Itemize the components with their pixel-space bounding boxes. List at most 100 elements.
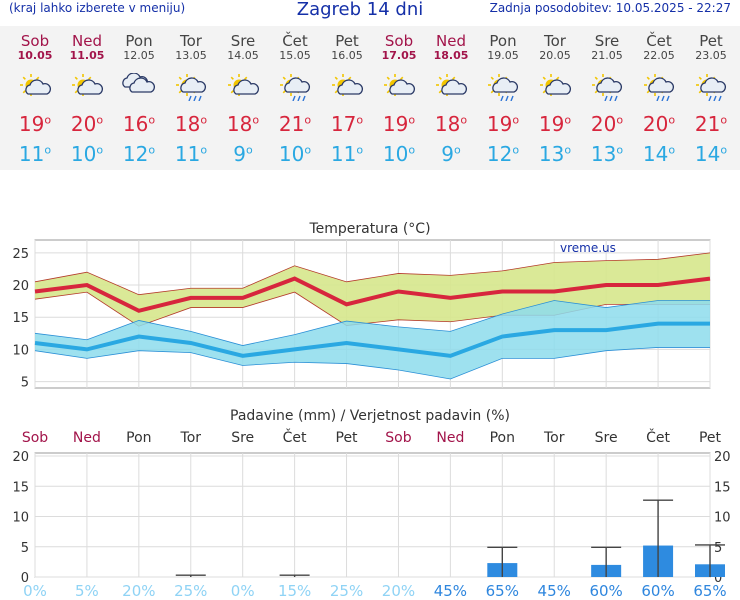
precip-probability: 60% [589,582,622,598]
y-tick-label: 10 [12,343,29,358]
day-column: Sob 17.05 19o 10o [374,26,424,170]
day-name: Čet [282,32,308,50]
sun-cloud-rain-icon [174,73,208,102]
precip-probability: 65% [693,582,726,598]
watermark: vreme.us [560,241,616,255]
max-temp: 19o [486,112,520,136]
day-label: Sob [385,430,411,446]
day-date: 12.05 [123,49,155,62]
min-temp: 10o [70,142,104,166]
daily-forecast-strip: Sob 10.05 19o 11o Ned 11.05 20o 10o Pon 12.05 16o 1… [0,26,740,170]
plot-area [34,452,711,578]
band-lower-edge [34,347,710,380]
min-temp: 14o [694,142,728,166]
min-temp: 12o [486,142,520,166]
day-name: Sre [594,32,620,50]
precip-probability: 25% [330,582,363,598]
day-label: Ned [436,430,464,446]
sun-cloud-icon [18,73,52,101]
day-column: Ned 18.05 18o 9o [426,26,476,170]
sun-cloud-icon [538,73,572,101]
y-tick-label-right: 10 [714,511,731,526]
sun-cloud-icon [70,73,104,101]
last-update: Zadnja posodobitev: 10.05.2025 - 22:27 [489,1,731,15]
y-tick-label: 5 [21,376,29,391]
day-name: Pon [489,32,517,50]
day-date: 10.05 [17,49,53,62]
precip-probability: 65% [486,582,519,598]
day-label: Tor [180,430,202,446]
day-column: Tor 20.05 19o 13o [530,26,580,170]
day-label: Čet [283,428,307,446]
day-name: Pon [125,32,153,50]
min-temp: 11o [174,142,208,166]
day-name: Čet [646,32,672,50]
y-tick-label: 15 [12,480,29,495]
sun-cloud-icon [330,73,364,101]
min-temp: 12o [122,142,156,166]
min-temp: 13o [538,142,572,166]
precipitation-chart: Padavine (mm) / Verjetnost padavin (%) So… [12,408,731,598]
max-temp: 20o [70,112,104,136]
day-label: Sre [231,430,254,446]
chart-title: Temperatura (°C) [308,221,430,237]
day-name: Ned [72,32,102,50]
sun-cloud-rain-icon [486,73,520,102]
day-label: Sob [22,430,48,446]
day-label: Ned [73,430,101,446]
y-tick-label: 25 [12,247,29,262]
y-tick-label: 10 [12,511,29,526]
min-temp: 14o [642,142,676,166]
sun-cloud-icon [434,73,468,101]
y-tick-label-right: 20 [714,450,731,465]
day-column: Pon 12.05 16o 12o [114,26,164,170]
y-tick-label: 20 [12,450,29,465]
day-name: Sob [20,32,50,50]
day-name: Sre [230,32,256,50]
day-date: 21.05 [591,49,623,62]
max-temp: 19o [538,112,572,136]
y-tick-label-right: 5 [714,541,722,556]
day-column: Čet 15.05 21o 10o [270,26,320,170]
location-hint[interactable]: (kraj lahko izberete v meniju) [9,1,186,15]
min-temp: 9o [441,142,461,166]
day-name: Pet [699,32,723,50]
min-temp: 9o [233,142,253,166]
sun-cloud-icon [226,73,260,101]
day-label: Čet [646,428,670,446]
precip-probability: 45% [434,582,467,598]
day-column: Pet 23.05 21o 14o [686,26,736,170]
day-label: Pon [126,430,151,446]
day-column: Pon 19.05 19o 12o [478,26,528,170]
sun-cloud-rain-icon [278,73,312,102]
day-date: 19.05 [487,49,519,62]
y-tick-label-right: 0 [714,571,722,586]
sun-cloud-rain-icon [642,73,676,102]
day-date: 17.05 [381,49,417,62]
page-title: Zagreb 14 dni [296,0,424,20]
max-temp: 18o [174,112,208,136]
day-label: Pet [699,430,722,446]
day-date: 13.05 [175,49,207,62]
max-temp: 21o [278,112,312,136]
day-column: Pet 16.05 17o 11o [322,26,372,170]
precip-probability: 0% [231,582,255,598]
day-date: 15.05 [279,49,311,62]
day-name: Sob [384,32,414,50]
max-temp: 21o [694,112,728,136]
day-column: Sre 21.05 20o 13o [582,26,632,170]
day-date: 14.05 [227,49,259,62]
header: (kraj lahko izberete v meniju) Zagreb 14… [0,0,740,24]
day-name: Tor [180,32,202,50]
day-column: Čet 22.05 20o 14o [634,26,684,170]
max-temp: 18o [434,112,468,136]
y-tick-label: 5 [21,541,29,556]
day-label: Sre [595,430,618,446]
band-upper-edge [34,300,710,346]
precip-probability: 60% [641,582,674,598]
min-temp: 10o [382,142,416,166]
precip-probability: 5% [75,582,99,598]
day-column: Tor 13.05 18o 11o [166,26,216,170]
max-temp-line [34,276,711,313]
min-temp: 11o [18,142,52,166]
